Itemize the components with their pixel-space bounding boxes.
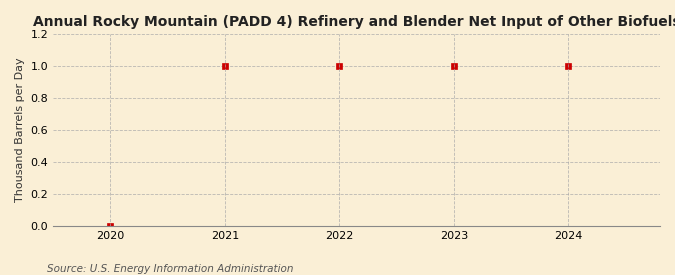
Title: Annual Rocky Mountain (PADD 4) Refinery and Blender Net Input of Other Biofuels: Annual Rocky Mountain (PADD 4) Refinery … (33, 15, 675, 29)
Y-axis label: Thousand Barrels per Day: Thousand Barrels per Day (15, 58, 25, 202)
Text: Source: U.S. Energy Information Administration: Source: U.S. Energy Information Administ… (47, 264, 294, 274)
